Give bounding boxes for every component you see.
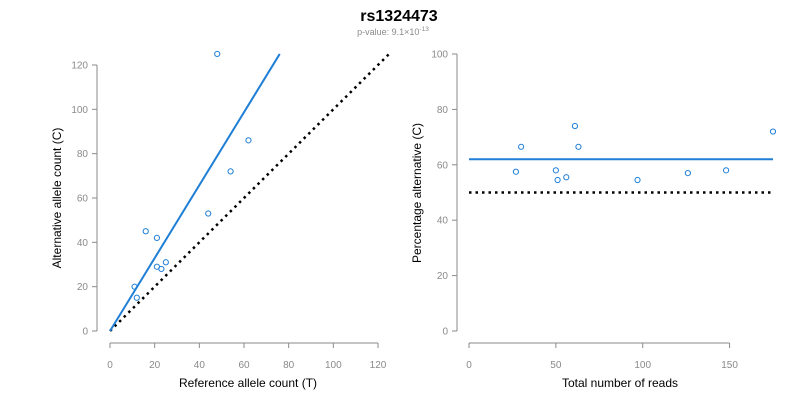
right-x-tick-label: 150 bbox=[721, 360, 738, 371]
left-data-point bbox=[133, 294, 140, 301]
left-y-tick-label: 40 bbox=[77, 238, 89, 249]
left-data-point bbox=[205, 210, 212, 217]
right-data-point bbox=[512, 168, 520, 175]
right-data-point bbox=[634, 176, 641, 184]
right-x-tick-label: 0 bbox=[466, 360, 472, 371]
right-points bbox=[512, 122, 777, 184]
left-data-point bbox=[142, 228, 149, 235]
right-y-axis-label: Percentage alternative (C) bbox=[410, 123, 424, 263]
left-points bbox=[131, 50, 252, 301]
right-x-axis: 0 50 100 150 bbox=[466, 342, 738, 371]
right-y-tick-label: 80 bbox=[437, 105, 449, 116]
right-data-point bbox=[575, 143, 582, 150]
right-data-point bbox=[518, 143, 525, 150]
right-x-tick-label: 50 bbox=[550, 360, 562, 371]
right-x-axis-label: Total number of reads bbox=[562, 376, 678, 390]
left-x-axis-label: Reference allele count (T) bbox=[179, 376, 317, 390]
chart-right-percentage: 0 50 100 150 0 20 40 60 80 100 Total number of r… bbox=[410, 50, 777, 390]
left-x-tick-label: 100 bbox=[325, 360, 342, 371]
right-lines bbox=[469, 158, 773, 194]
left-x-tick-label: 40 bbox=[194, 360, 206, 371]
subtitle-prefix: p-value: 9.1×10 bbox=[357, 27, 419, 37]
left-y-tick-label: 60 bbox=[77, 194, 89, 205]
left-y-tick-label: 20 bbox=[77, 282, 89, 293]
left-fit-line bbox=[109, 53, 281, 332]
chart-left-allele-counts: 0 20 40 60 80 100 120 0 20 40 60 80 100 120 Referenc… bbox=[50, 50, 391, 390]
right-data-point bbox=[552, 167, 559, 174]
right-y-tick-label: 40 bbox=[437, 216, 449, 227]
left-data-point bbox=[158, 265, 165, 273]
subtitle-exponent: -13 bbox=[419, 26, 429, 33]
right-data-point bbox=[722, 167, 730, 174]
left-x-tick-label: 60 bbox=[238, 360, 250, 371]
right-x-tick-label: 100 bbox=[634, 360, 651, 371]
right-y-tick-label: 100 bbox=[431, 50, 448, 61]
left-y-axis: 0 20 40 60 80 100 120 bbox=[71, 61, 98, 338]
figure-subtitle: p-value: 9.1×10-13 bbox=[357, 26, 429, 37]
left-reference-line bbox=[109, 53, 391, 332]
left-lines bbox=[109, 53, 391, 332]
left-y-tick-label: 100 bbox=[71, 105, 88, 116]
right-y-tick-label: 60 bbox=[437, 160, 449, 171]
left-x-tick-label: 120 bbox=[370, 360, 387, 371]
left-x-tick-label: 0 bbox=[107, 360, 113, 371]
left-y-tick-label: 80 bbox=[77, 149, 89, 160]
figure-title: rs1324473 bbox=[360, 8, 438, 25]
left-data-point bbox=[153, 234, 160, 241]
right-y-tick-label: 0 bbox=[442, 327, 448, 338]
left-x-tick-label: 80 bbox=[283, 360, 295, 371]
right-data-point bbox=[571, 122, 579, 130]
left-x-axis: 0 20 40 60 80 100 120 bbox=[107, 342, 387, 371]
left-y-tick-label: 0 bbox=[82, 327, 88, 338]
left-data-point bbox=[131, 283, 138, 290]
right-data-point bbox=[684, 170, 691, 177]
right-data-point bbox=[769, 128, 777, 135]
left-y-axis-label: Alternative allele count (C) bbox=[50, 128, 64, 269]
right-data-point bbox=[563, 174, 570, 181]
left-data-point bbox=[245, 137, 252, 144]
left-data-point bbox=[227, 168, 234, 175]
left-y-tick-label: 120 bbox=[71, 61, 88, 72]
left-data-point bbox=[162, 259, 169, 266]
left-x-tick-label: 20 bbox=[149, 360, 161, 371]
right-data-point bbox=[554, 176, 561, 184]
left-data-point bbox=[214, 50, 221, 58]
right-y-axis: 0 20 40 60 80 100 bbox=[431, 50, 458, 338]
right-y-tick-label: 20 bbox=[437, 271, 449, 282]
